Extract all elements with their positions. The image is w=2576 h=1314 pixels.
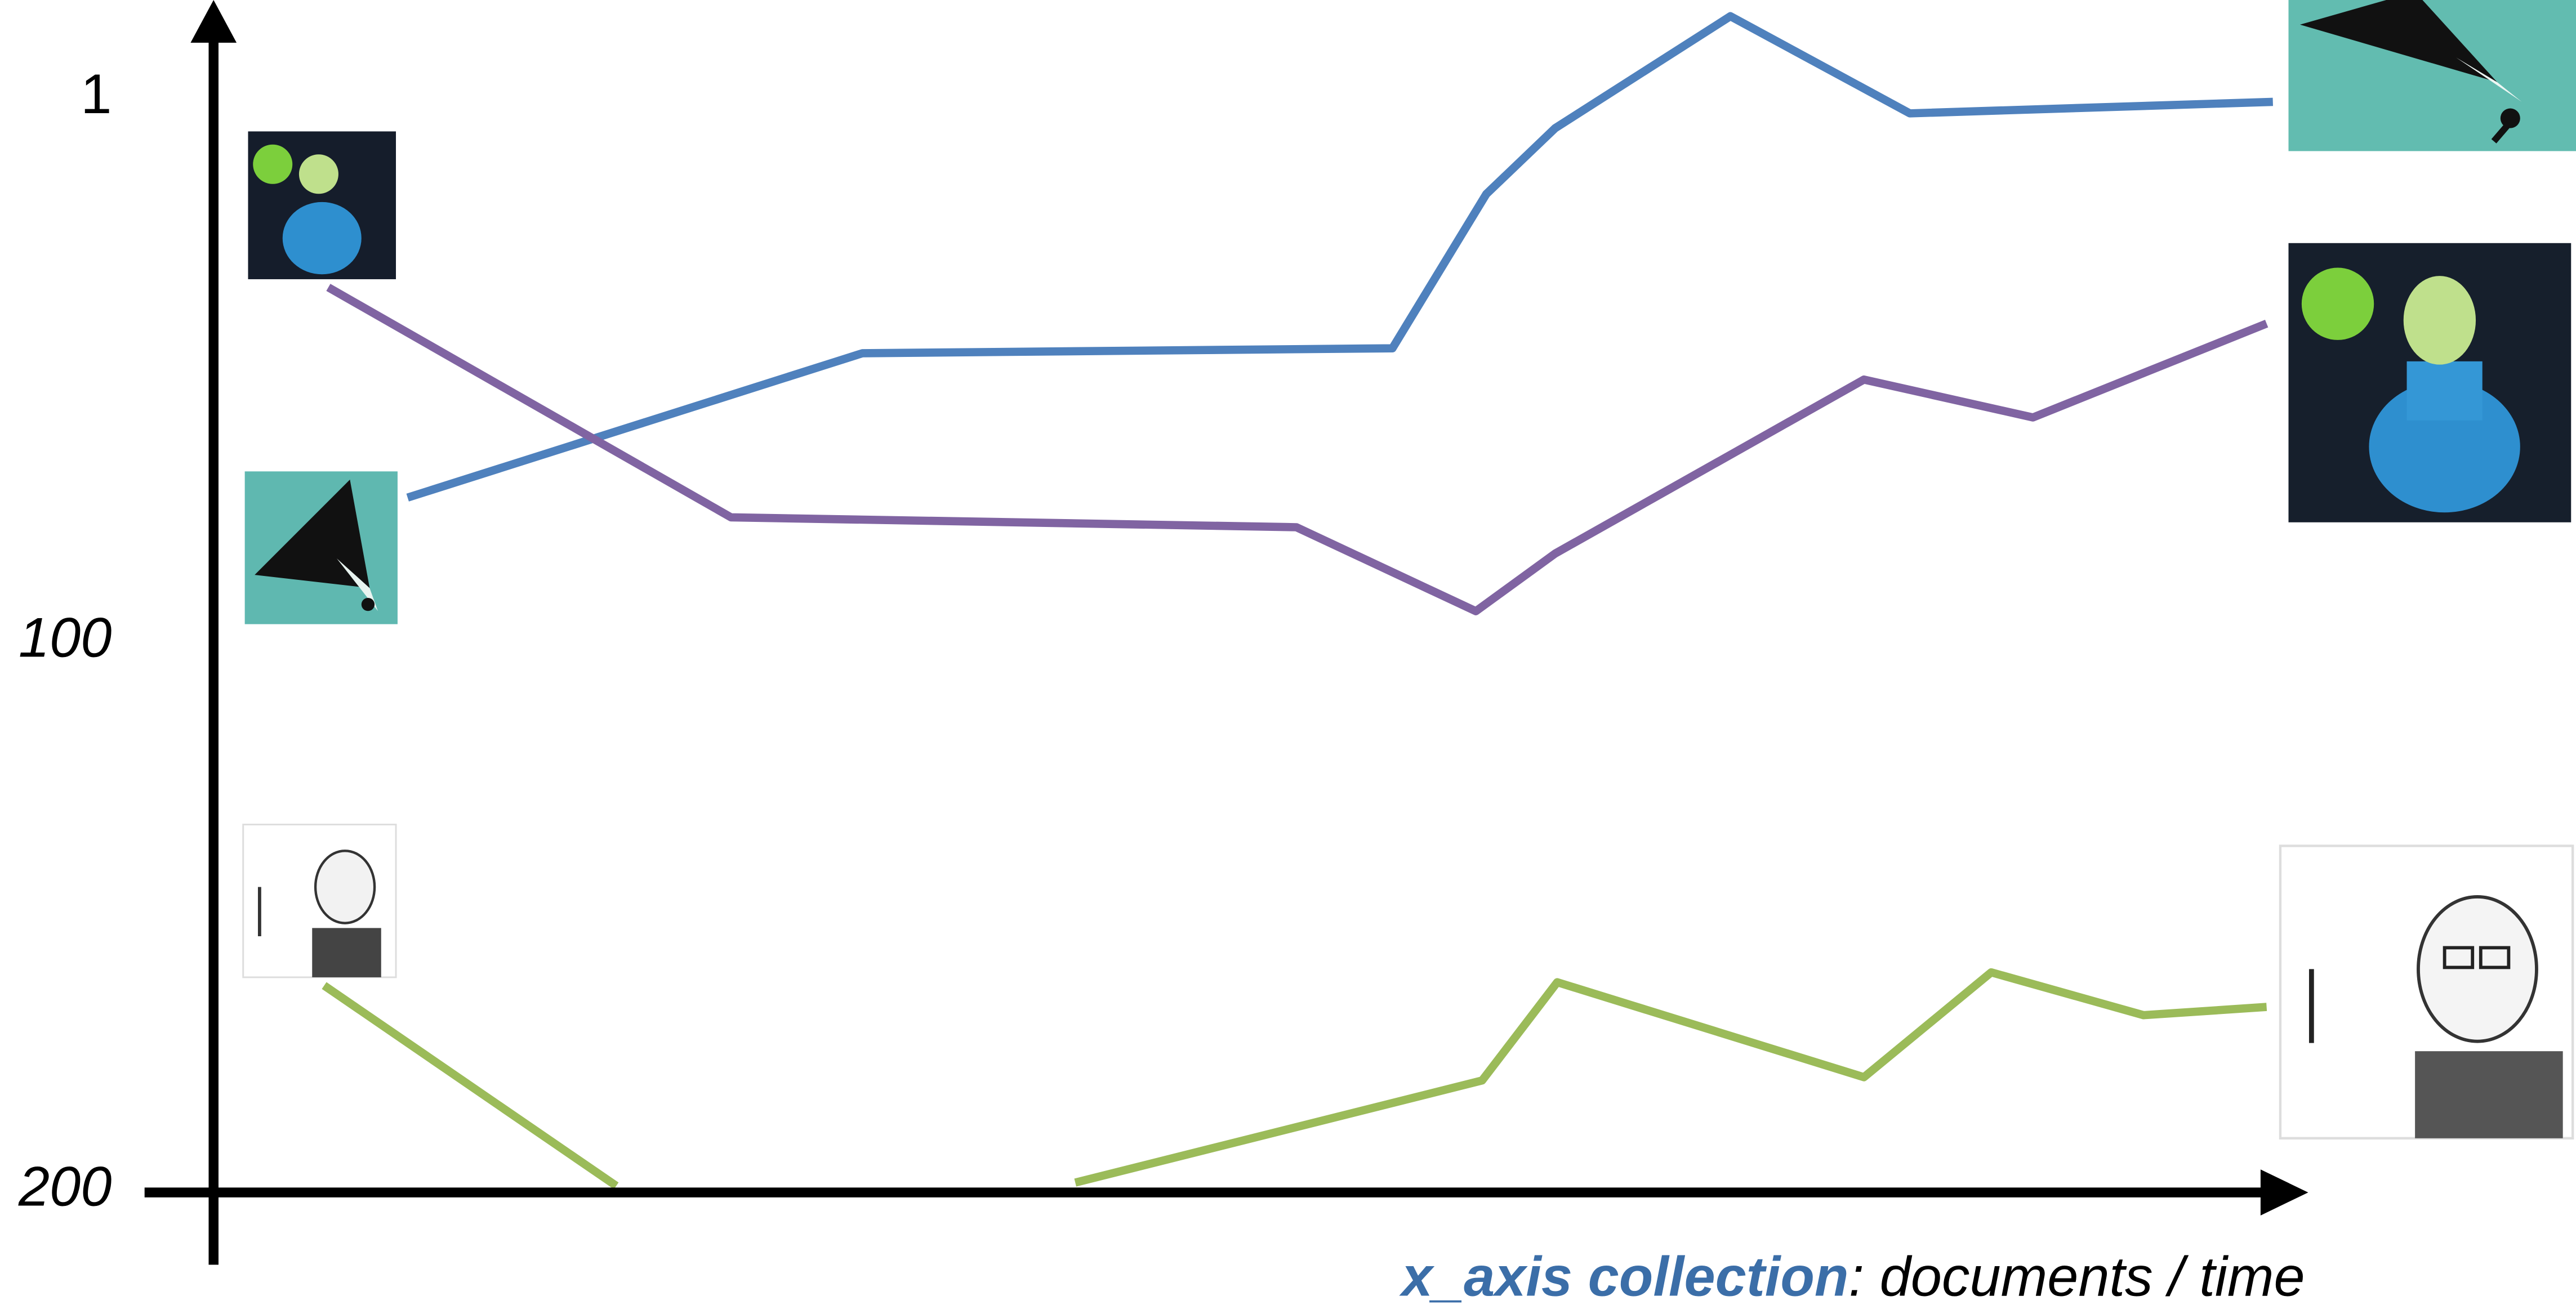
x-axis-arrow (2260, 1169, 2308, 1215)
cover-djshadow-small (244, 471, 398, 624)
series-line (406, 12, 2273, 502)
series-line (322, 968, 2267, 1190)
x-axis-label: x_axis collection: documents / time (1399, 1246, 2305, 1308)
axes: 1 100 200 (18, 0, 2308, 1265)
cover-koletzki-small (242, 824, 397, 978)
cover-moderat-large (2288, 243, 2571, 522)
y-tick-label: 200 (18, 1155, 112, 1218)
y-axis-arrow (190, 0, 237, 43)
y-tick-label: 100 (19, 606, 112, 669)
cover-djshadow-large (2288, 0, 2576, 151)
x-axis-label-emphasis: x_axis collection (1399, 1246, 1849, 1308)
x-axis-label-rest: : documents / time (1849, 1246, 2305, 1308)
cover-moderat-small (248, 131, 396, 279)
album-covers (242, 0, 2576, 1140)
y-tick-label: 1 (81, 63, 112, 126)
cover-koletzki-large (2279, 844, 2574, 1140)
series-line (326, 284, 2269, 615)
plot-lines (322, 12, 2273, 1190)
